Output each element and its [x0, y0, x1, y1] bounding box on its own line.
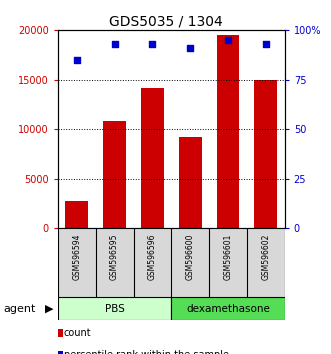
Point — [150, 41, 155, 47]
Text: dexamethasone: dexamethasone — [186, 304, 270, 314]
Text: GSM596602: GSM596602 — [261, 234, 270, 280]
Point — [263, 41, 268, 47]
Text: agent: agent — [3, 304, 36, 314]
Point — [74, 57, 79, 63]
Text: count: count — [64, 328, 91, 338]
Bar — [66, 201, 88, 228]
Text: ▶: ▶ — [45, 304, 53, 314]
Bar — [216, 35, 239, 228]
Text: GSM596600: GSM596600 — [186, 234, 195, 280]
Bar — [103, 121, 126, 228]
Text: GSM596594: GSM596594 — [72, 234, 81, 280]
Point — [225, 37, 231, 43]
Bar — [141, 87, 164, 228]
Bar — [179, 137, 202, 228]
Text: GSM596601: GSM596601 — [223, 234, 232, 280]
Point — [188, 45, 193, 51]
Text: percentile rank within the sample: percentile rank within the sample — [64, 350, 229, 354]
Point — [112, 41, 117, 47]
Text: PBS: PBS — [105, 304, 124, 314]
Bar — [58, 297, 171, 320]
Bar — [171, 297, 285, 320]
Text: GDS5035 / 1304: GDS5035 / 1304 — [109, 14, 222, 28]
Bar — [255, 80, 277, 228]
Text: GSM596596: GSM596596 — [148, 234, 157, 280]
Text: GSM596595: GSM596595 — [110, 234, 119, 280]
